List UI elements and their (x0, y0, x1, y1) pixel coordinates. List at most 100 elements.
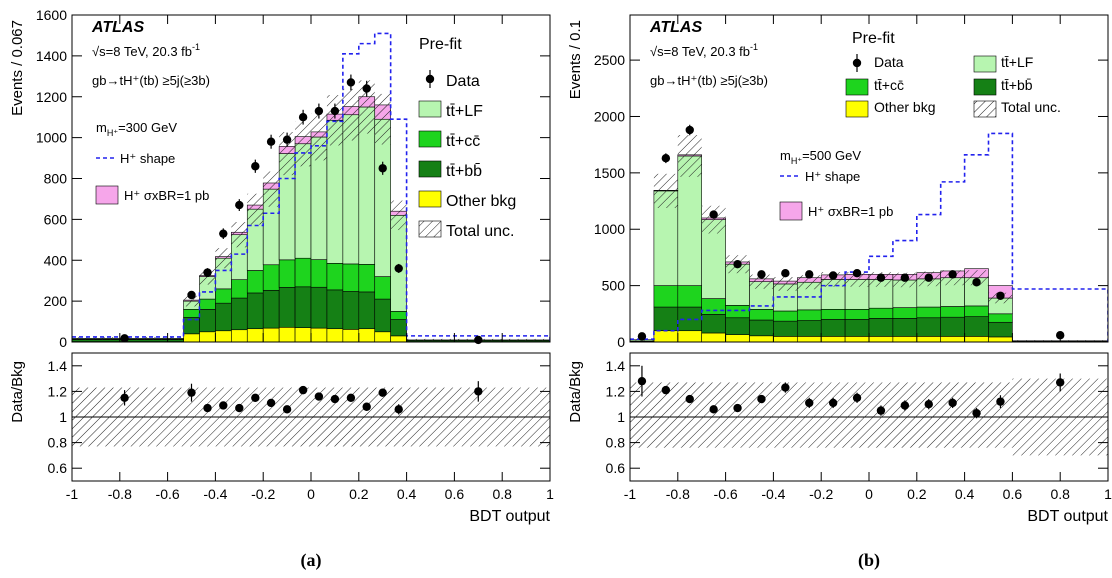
data-point-12 (362, 84, 371, 93)
legend-signal-label: H⁺ σxBR=1 pb (124, 188, 209, 203)
x-tick-label-4: -0.2 (809, 486, 833, 502)
data-point-2 (685, 125, 694, 135)
unc-8 (295, 121, 311, 167)
series-1 (630, 306, 1108, 342)
ratio-point-14 (972, 408, 981, 418)
bar-0-13 (940, 336, 965, 342)
y-axis-label: Events / 0.067 (9, 20, 26, 116)
data-point-15 (474, 335, 483, 345)
bar-0-15 (988, 336, 1013, 342)
data-point-1 (187, 290, 196, 300)
bar-0-11 (892, 336, 918, 342)
bar-1-6 (773, 320, 798, 337)
x-tick-label-4: -0.2 (251, 486, 275, 502)
legend-label-unc: Total unc. (1001, 99, 1061, 115)
ratio-point-1 (661, 385, 671, 395)
bar-2-13 (374, 276, 391, 300)
data-point-5 (757, 270, 766, 279)
ratio-point-8 (298, 385, 308, 395)
ratio-point-0 (637, 376, 647, 386)
ratio-point-2 (685, 394, 694, 404)
data-point-3 (709, 210, 718, 219)
y-tick-label-7: 1400 (36, 48, 67, 64)
mass-sub: H⁺ (107, 128, 118, 138)
bar-2-15 (988, 313, 1013, 323)
legend-label-0: Other bkg (874, 99, 935, 115)
panel-caption: (b) (858, 550, 880, 571)
ratio-y-tick-label-0: 0.6 (48, 460, 68, 476)
bar-2-11 (342, 263, 360, 292)
energy-label: √s=8 TeV, 20.3 fb-1 (92, 42, 200, 59)
legend-data-label: Data (874, 54, 904, 70)
bar-1-14 (964, 316, 989, 337)
ratio-point-13 (378, 388, 387, 397)
x-tick-label-8: 0.6 (1003, 486, 1023, 502)
data-point-11 (900, 273, 910, 282)
process-label: gb→tH⁺(tb) ≥5j(≥3b) (92, 73, 210, 88)
legend-swatch-0 (418, 190, 442, 208)
bar-0-14 (390, 335, 407, 342)
x-tick-label-3: -0.4 (203, 486, 227, 502)
unc-9 (845, 272, 869, 287)
bar-2-5 (749, 308, 774, 321)
energy-sup: -1 (192, 42, 200, 52)
bar-0-13 (374, 331, 391, 342)
bar-1-5 (749, 319, 774, 337)
bar-0-6 (262, 327, 280, 342)
bar-1-5 (246, 292, 264, 330)
legend-signal-shape-label: H⁺ shape (805, 169, 860, 184)
bar-0-11 (342, 329, 360, 342)
bar-1-9 (310, 286, 328, 329)
x-tick-label-5: 0 (865, 486, 873, 502)
x-tick-label-0: -1 (66, 486, 79, 502)
ratio-point-10 (330, 394, 340, 404)
legend-swatch-3 (973, 55, 997, 73)
unc-1 (653, 173, 678, 208)
ratio-point-5 (757, 394, 766, 404)
data-point-0 (637, 332, 647, 341)
y-tick-label-3: 600 (44, 211, 68, 227)
bar-2-9 (844, 308, 870, 320)
energy-label: √s=8 TeV, 20.3 fb-1 (650, 42, 758, 59)
legend-label-1: tt̄+bb̄ (446, 163, 482, 180)
bar-0-4 (231, 329, 248, 342)
ratio-point-4 (733, 403, 742, 413)
y-tick-label-1: 200 (44, 293, 68, 309)
bar-1-11 (892, 318, 918, 337)
ratio-panel: 0.6 0.8 1 1.2 1.4 Data/Bkg (9, 352, 551, 482)
x-tick-label-7: 0.4 (397, 486, 417, 502)
ratio-y-axis-label: Data/Bkg (9, 361, 26, 423)
data-point-6 (266, 137, 276, 146)
y-tick-label-0: 0 (617, 334, 625, 350)
data-point-10 (330, 106, 340, 116)
unc-5 (247, 193, 264, 225)
y-tick-label-8: 1600 (36, 7, 67, 23)
data-point-0 (120, 334, 129, 343)
unc-10 (326, 95, 343, 146)
bar-0-8 (294, 327, 312, 342)
unc-3 (701, 205, 726, 234)
legend: Pre-fit Data tt̄+LF tt̄+cc̄ tt̄+bb̄ Other bkg… (779, 30, 1061, 221)
bar-1-4 (725, 317, 750, 335)
ratio-panel: 0.6 0.8 1 1.2 1.4 Data/Bkg (567, 352, 1109, 482)
bar-0-5 (246, 328, 264, 342)
legend-label-3: tt̄+LF (446, 103, 483, 120)
uncertainty-band (72, 80, 550, 341)
bar-2-2 (677, 285, 702, 308)
legend-data-marker (852, 58, 862, 68)
atlas-label: ATLAS (649, 19, 702, 36)
bar-0-8 (820, 336, 846, 342)
bar-1-15 (988, 321, 1013, 338)
bar-1-4 (231, 297, 248, 331)
bar-2-7 (796, 309, 822, 321)
bar-1-2 (199, 308, 216, 333)
signal-shape-line (72, 32, 550, 342)
bar-1-11 (342, 291, 360, 330)
bar-1-10 (868, 318, 894, 337)
bar-2-1 (653, 285, 679, 308)
ratio-point-2 (203, 403, 212, 413)
x-tick-label-9: 0.8 (1050, 486, 1070, 502)
bar-0-2 (677, 330, 702, 342)
mass-label: mH⁺=300 GeV (96, 120, 177, 138)
bar-2-4 (231, 279, 248, 299)
